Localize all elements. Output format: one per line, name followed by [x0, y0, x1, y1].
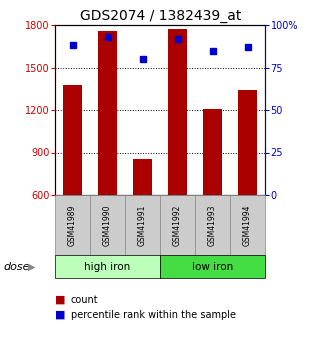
- Text: GSM41994: GSM41994: [243, 204, 252, 246]
- Text: count: count: [71, 295, 98, 305]
- Text: percentile rank within the sample: percentile rank within the sample: [71, 310, 236, 320]
- Text: ■: ■: [55, 295, 65, 305]
- Bar: [203, 109, 222, 195]
- Text: GSM41992: GSM41992: [173, 204, 182, 246]
- Text: GDS2074 / 1382439_at: GDS2074 / 1382439_at: [80, 9, 241, 23]
- Text: high iron: high iron: [84, 262, 131, 272]
- Bar: [98, 31, 117, 195]
- Text: GSM41989: GSM41989: [68, 204, 77, 246]
- Text: GSM41993: GSM41993: [208, 204, 217, 246]
- Text: ▶: ▶: [28, 262, 36, 272]
- Text: GSM41991: GSM41991: [138, 204, 147, 246]
- Text: dose: dose: [3, 262, 30, 272]
- Text: low iron: low iron: [192, 262, 233, 272]
- Bar: [168, 29, 187, 195]
- Text: ■: ■: [55, 310, 65, 320]
- Bar: [238, 90, 257, 195]
- Bar: [133, 159, 152, 195]
- Bar: [63, 85, 82, 195]
- Text: GSM41990: GSM41990: [103, 204, 112, 246]
